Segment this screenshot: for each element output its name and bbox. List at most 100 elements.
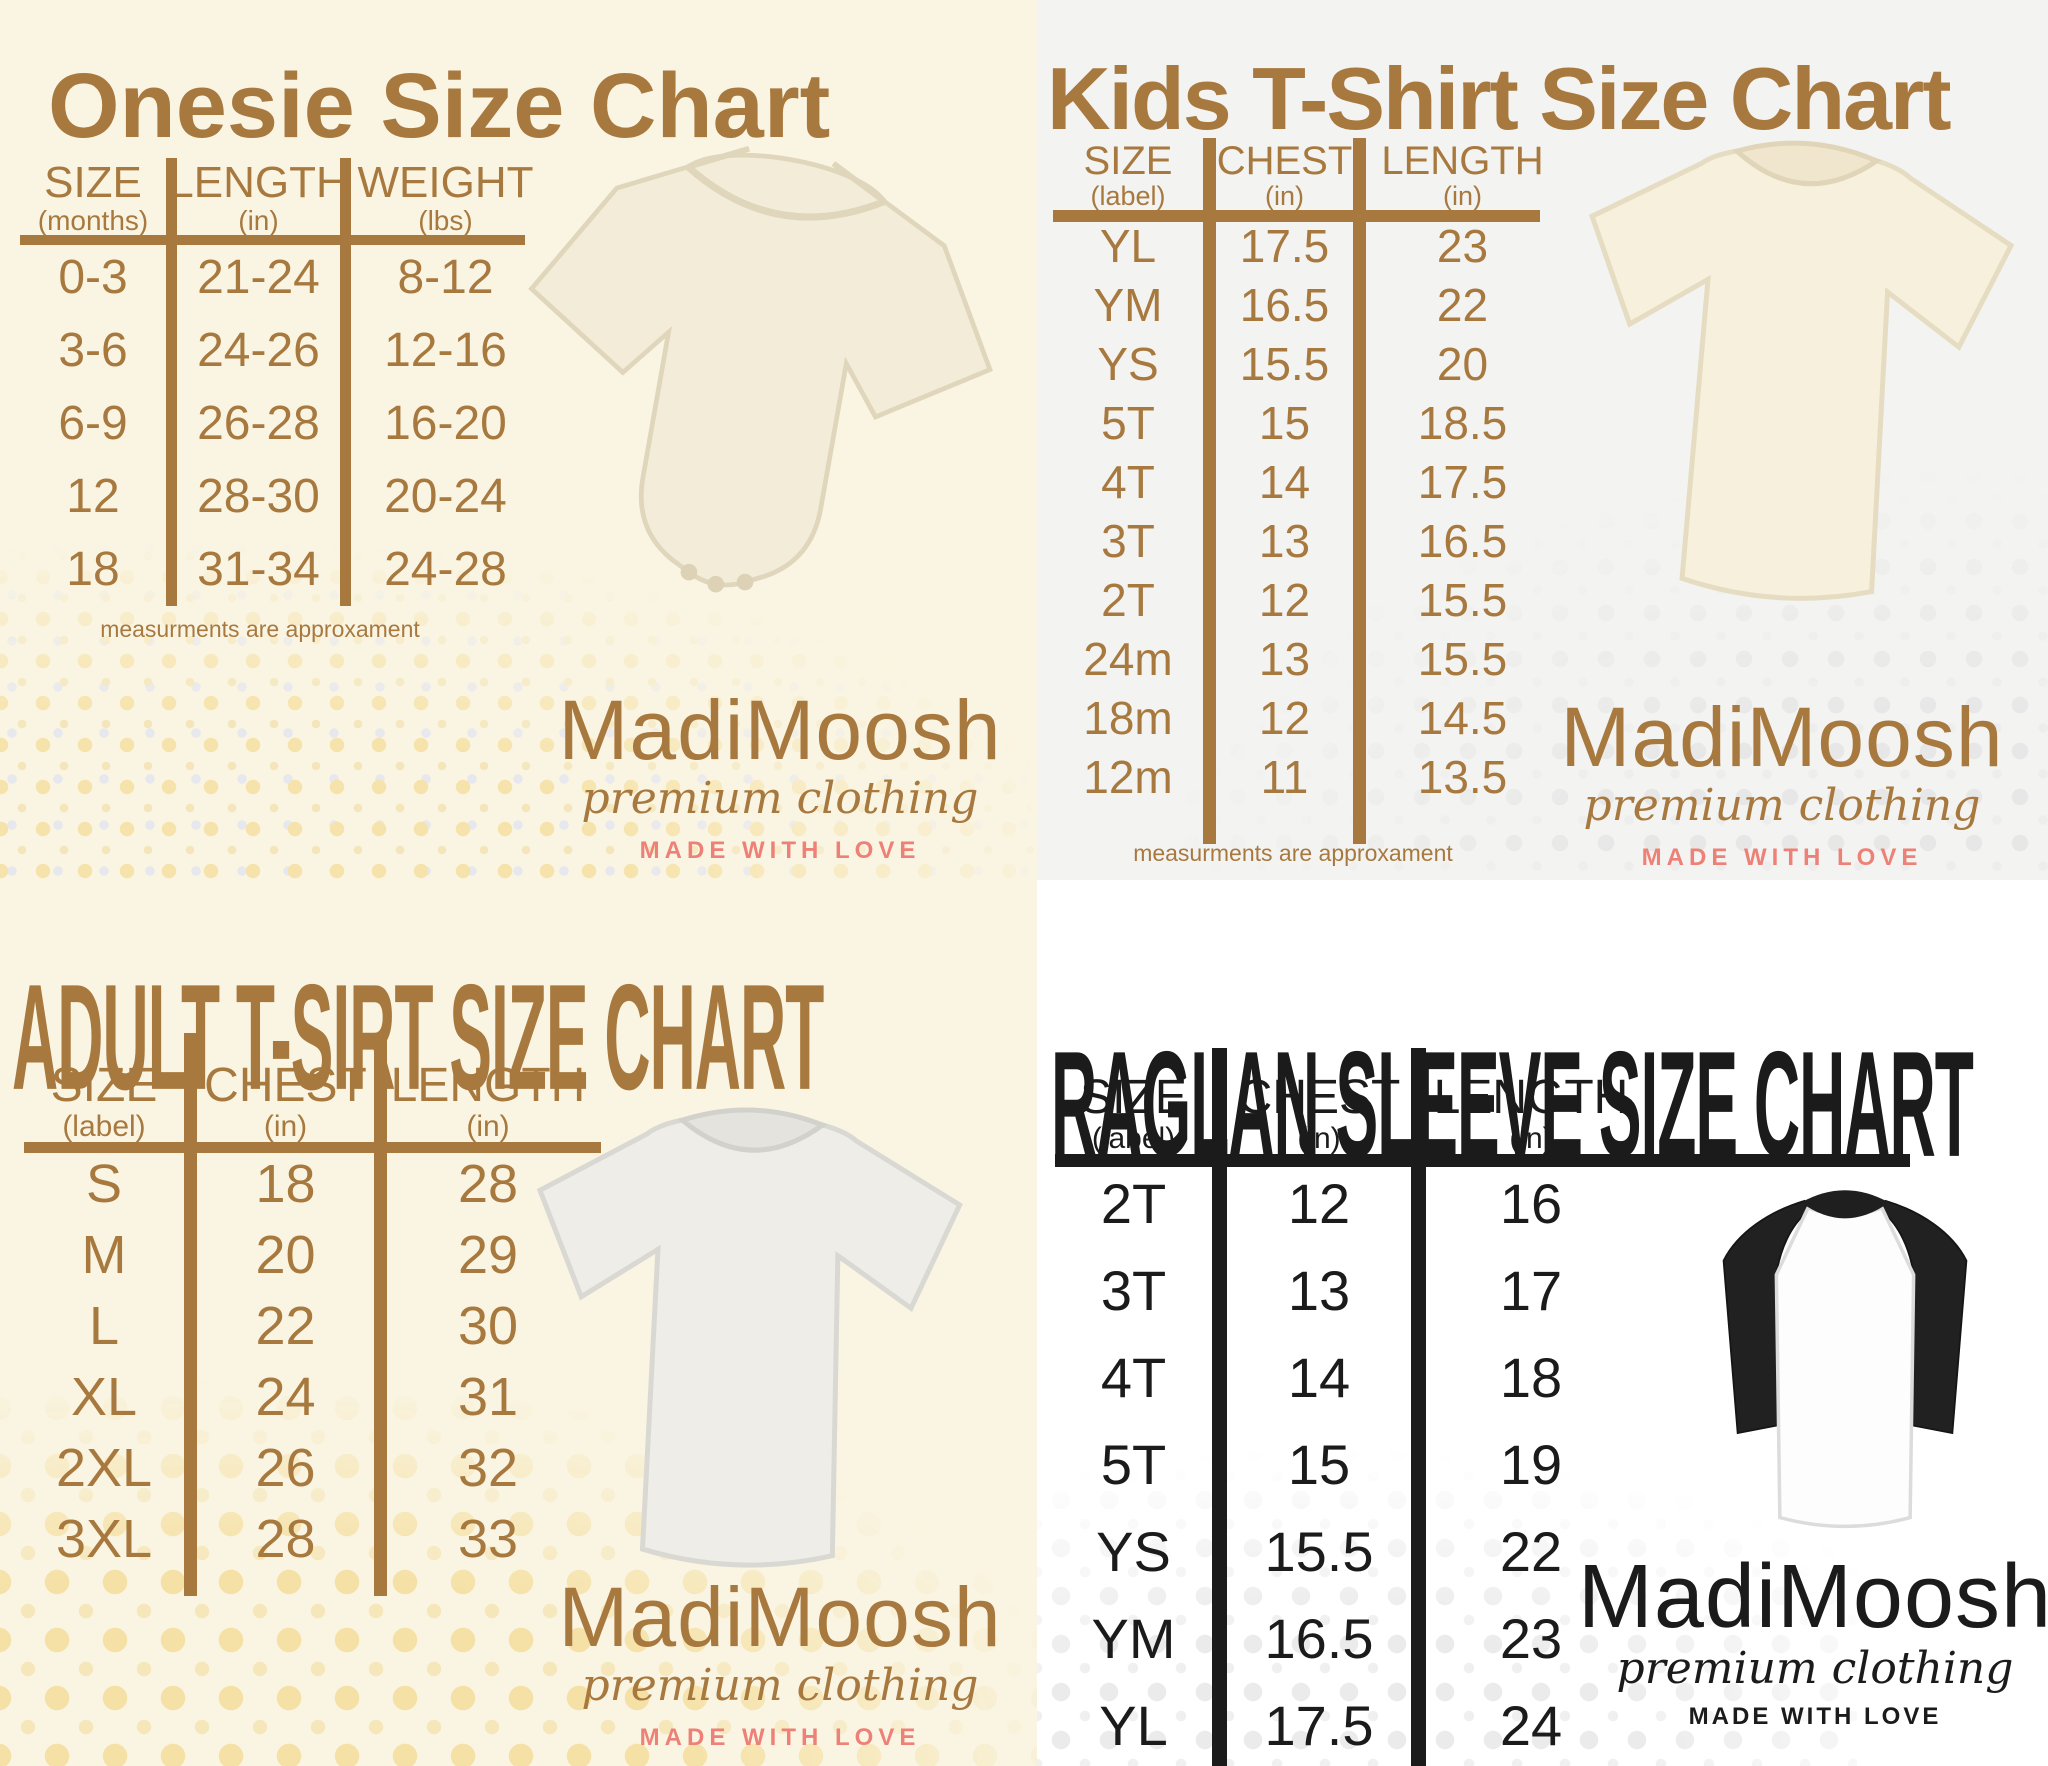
table-cell: 2T: [1100, 1171, 1167, 1235]
table-cell: 23: [1353, 216, 1559, 275]
column-header: CHEST (in): [1212, 1048, 1411, 1160]
brand-block: MadiMoosh premium clothing MADE WITH LOV…: [535, 688, 1025, 865]
table-cell: 18m: [1083, 691, 1173, 744]
table-cell: 26: [184, 1432, 374, 1503]
table-cell: 20: [184, 1219, 374, 1290]
table-cell: 22: [184, 1290, 374, 1361]
table-cell: 24-26: [166, 314, 340, 387]
table-cell: 5T: [1101, 396, 1155, 449]
table-cell: 12-16: [340, 314, 540, 387]
column-header-label: LENGTH: [169, 157, 348, 207]
table-cell: 15: [1212, 1421, 1411, 1508]
column-header-unit: (label): [1090, 180, 1166, 211]
table-cell: 2XL: [55, 1437, 153, 1498]
table-cell: 16.5: [1203, 275, 1353, 334]
table-rule-extension: [1053, 806, 1203, 844]
onesie-image: [528, 145, 993, 593]
table-cell: 3-6: [58, 323, 128, 377]
column-header: LENGTH (in): [1411, 1048, 1636, 1160]
table-cell: 31-34: [166, 533, 340, 606]
table-header-rule: [1055, 1154, 1910, 1167]
onesie-chart-title: Onesie Size Chart: [48, 54, 831, 157]
raglan-chart-panel: RAGLAN SLEEVE SIZE CHART SIZE (label) CHES…: [1037, 880, 2048, 1766]
table-cell: 28-30: [166, 460, 340, 533]
table-cell: YL: [1099, 219, 1157, 272]
column-header-label: WEIGHT: [357, 157, 534, 207]
table-cell: 28: [374, 1148, 589, 1219]
table-cell: 21-24: [166, 241, 340, 314]
table-cell: 5T: [1100, 1432, 1167, 1496]
column-header-unit: (in): [466, 1109, 510, 1143]
table-cell: 17.5: [1203, 216, 1353, 275]
column-header-label: CHEST: [1216, 138, 1353, 183]
brand-block: MadiMoosh premium clothing MADE WITH LOV…: [1537, 695, 2027, 872]
column-header: LENGTH (in): [1353, 138, 1559, 216]
table-header-rule: [24, 1142, 601, 1153]
table-cell: YM: [1093, 278, 1163, 331]
brand-tagline: premium clothing: [1583, 780, 1981, 831]
column-header-label: CHEST: [204, 1058, 367, 1112]
table-cell: 14.5: [1353, 688, 1559, 747]
measurement-footnote: measurments are approxament: [1133, 840, 1453, 866]
table-cell: 15.5: [1212, 1508, 1411, 1595]
column-header-label: SIZE: [44, 157, 142, 207]
adult-chart-title: ADULT T-SIRT SIZE CHART: [12, 952, 824, 1122]
table-cell: 19: [1411, 1421, 1636, 1508]
table-cell: 6-9: [58, 396, 128, 450]
table-rule-extension: [1353, 806, 1559, 844]
table-cell: 12: [1212, 1160, 1411, 1247]
column-header: WEIGHT (lbs): [340, 158, 540, 241]
column-header-unit: (in): [263, 1109, 308, 1143]
table-cell: 16.5: [1212, 1595, 1411, 1682]
kids-chart-title: Kids T-Shirt Size Chart: [1047, 48, 1952, 148]
table-cell: 17.5: [1212, 1682, 1411, 1766]
column-header: LENGTH (in): [166, 158, 348, 241]
adult-tshirt-chart-panel: ADULT T-SIRT SIZE CHART SIZE (label) CHEST…: [0, 883, 1037, 1766]
table-cell: 3T: [1101, 514, 1155, 567]
column-header-unit: (lbs): [418, 204, 473, 236]
table-cell: 28: [184, 1503, 374, 1574]
brand-name: MadiMoosh: [558, 683, 1002, 777]
table-cell: 14: [1203, 452, 1353, 511]
column-header-label: SIZE: [50, 1058, 158, 1112]
brand-slogan: MADE WITH LOVE: [639, 836, 921, 864]
column-header-unit: (label): [62, 1109, 146, 1143]
column-header-label: LENGTH: [390, 1058, 586, 1112]
table-rule-extension: [1203, 806, 1353, 844]
table-cell: 12: [66, 469, 120, 523]
table-cell: 13.5: [1353, 747, 1559, 806]
table-cell: XL: [70, 1366, 138, 1427]
column-header: SIZE (label): [24, 1033, 184, 1148]
table-cell: 26-28: [166, 387, 340, 460]
column-header: SIZE (label): [1053, 138, 1203, 216]
brand-tagline: premium clothing: [1616, 1643, 2014, 1694]
brand-block: MadiMoosh premium clothing MADE WITH LOV…: [535, 1575, 1025, 1752]
table-cell: YL: [1099, 1693, 1168, 1757]
table-cell: 12: [1203, 570, 1353, 629]
brand-block: MadiMoosh premium clothing MADE WITH LOV…: [1570, 1552, 2048, 1731]
column-header-label: SIZE: [1083, 138, 1173, 183]
column-header-label: LENGTH: [1381, 138, 1544, 183]
table-cell: 18: [184, 1148, 374, 1219]
column-header: LENGTH (in): [374, 1033, 589, 1148]
table-cell: 15: [1203, 393, 1353, 452]
column-header-label: SIZE: [1080, 1070, 1187, 1124]
column-header-unit: (in): [238, 204, 279, 236]
brand-tagline: premium clothing: [581, 1660, 979, 1711]
column-header: CHEST (in): [1203, 138, 1353, 216]
raglan-chart-title: RAGLAN SLEEVE SIZE CHART: [1051, 1019, 1974, 1189]
brand-name: MadiMoosh: [1560, 690, 2004, 784]
column-header-unit: (label): [1091, 1121, 1176, 1155]
column-header: SIZE (label): [1055, 1048, 1212, 1160]
table-cell: 17: [1411, 1247, 1636, 1334]
brand-slogan: MADE WITH LOVE: [1688, 1702, 1942, 1730]
table-cell: 3XL: [55, 1508, 153, 1569]
table-cell: 2T: [1101, 573, 1155, 626]
column-header-label: LENGTH: [1433, 1070, 1629, 1124]
table-cell: 8-12: [340, 241, 540, 314]
column-header-unit: (in): [1265, 180, 1304, 211]
table-cell: YM: [1091, 1606, 1176, 1670]
table-cell: 15.5: [1203, 334, 1353, 393]
table-cell: 3T: [1100, 1258, 1167, 1322]
